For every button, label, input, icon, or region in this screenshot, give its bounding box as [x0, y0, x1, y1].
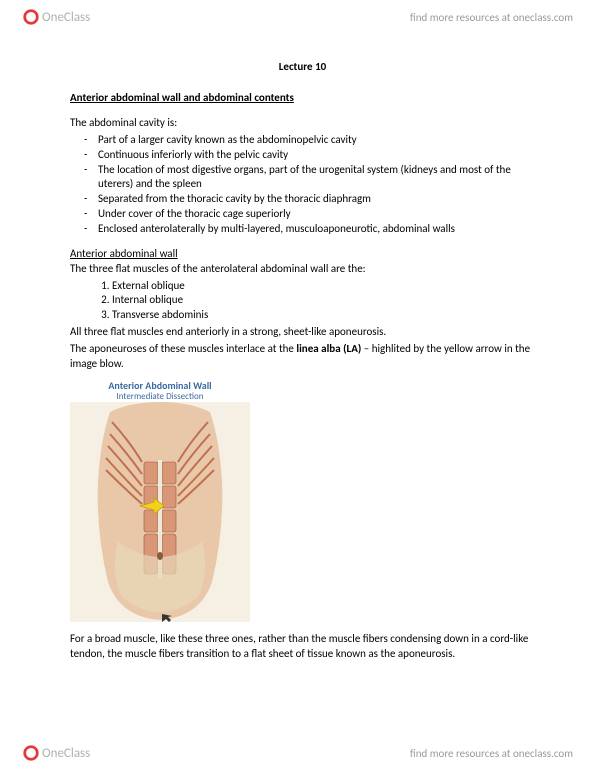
anatomy-illustration [70, 402, 250, 622]
section2-para1: All three flat muscles end anteriorly in… [70, 325, 535, 340]
list-item: Continuous inferiorly with the pelvic ca… [98, 148, 535, 163]
header-tagline: find more resources at oneclass.com [410, 11, 573, 24]
section1-intro: The abdominal cavity is: [70, 116, 535, 131]
section2-intro: The three flat muscles of the anterolate… [70, 262, 535, 277]
lecture-title: Lecture 10 [70, 60, 535, 73]
footer-tagline: find more resources at oneclass.com [410, 747, 573, 760]
page-header: OneClass find more resources at oneclass… [0, 0, 595, 34]
list-item: The location of most digestive organs, p… [98, 163, 535, 193]
section2-list: External oblique Internal oblique Transv… [70, 279, 535, 324]
figure-caption: Anterior Abdominal Wall Intermediate Dis… [70, 380, 250, 403]
list-item: Enclosed anterolaterally by multi-layere… [98, 222, 535, 237]
closing-paragraph: For a broad muscle, like these three one… [70, 632, 535, 662]
brand-logo-footer: OneClass [22, 744, 90, 762]
figure-caption-line1: Anterior Abdominal Wall [70, 380, 250, 392]
list-item: Under cover of the thoracic cage superio… [98, 207, 535, 222]
list-item: Part of a larger cavity known as the abd… [98, 133, 535, 148]
list-item: Internal oblique [112, 293, 535, 308]
list-item: External oblique [112, 279, 535, 294]
para2-a: The aponeuroses of these muscles interla… [70, 342, 296, 355]
section1-bullets: Part of a larger cavity known as the abd… [70, 133, 535, 237]
list-item: Transverse abdominis [112, 308, 535, 323]
page-footer: OneClass find more resources at oneclass… [0, 736, 595, 770]
brand-logo: OneClass [22, 8, 90, 26]
figure-caption-line2: Intermediate Dissection [70, 392, 250, 403]
section-heading-1: Anterior abdominal wall and abdominal co… [70, 91, 535, 104]
logo-icon [22, 744, 40, 762]
list-item: Separated from the thoracic cavity by th… [98, 192, 535, 207]
section-heading-2: Anterior abdominal wall [70, 247, 535, 260]
document-content: Lecture 10 Anterior abdominal wall and a… [70, 60, 535, 710]
section2-para2: The aponeuroses of these muscles interla… [70, 342, 535, 372]
brand-name: OneClass [42, 746, 90, 761]
logo-icon [22, 8, 40, 26]
anatomy-figure: Anterior Abdominal Wall Intermediate Dis… [70, 380, 250, 623]
para2-b: linea alba (LA) [296, 342, 361, 355]
brand-name: OneClass [42, 10, 90, 25]
